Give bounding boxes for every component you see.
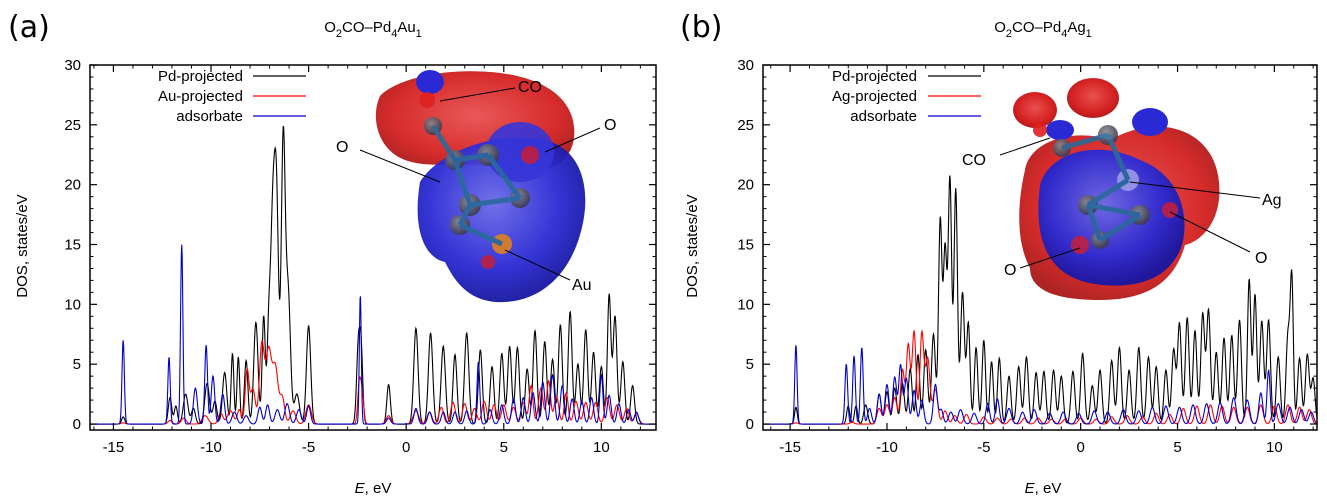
y-tick-label: 20 [737, 177, 754, 194]
panel-label-b: (b) [680, 10, 722, 45]
panel-a: (a) O2CO–Pd4Au1 [8, 10, 657, 497]
legend-label-metal-b: Ag-projected [832, 88, 917, 105]
annot-o-right-b: O [1255, 250, 1267, 267]
annot-o-left-b: O [1004, 262, 1016, 279]
x-axis-label-b: E, eV [1025, 480, 1062, 497]
legend-label-ads-a: adsorbate [176, 108, 243, 125]
legend-a: Pd-projected Au-projected adsorbate [158, 68, 306, 125]
annot-co-a: CO [518, 79, 542, 96]
annot-metal-b: Ag [1262, 192, 1282, 209]
x-tick-label: 10 [593, 439, 610, 456]
plot-area-b: -15 -10 -5 0 5 10 0 5 10 15 20 25 30 [737, 57, 1318, 456]
x-tick-label: 0 [402, 439, 410, 456]
y-axis-label-a: DOS, states/eV [14, 194, 31, 297]
y-tick-label: 5 [746, 356, 754, 373]
plot-area-a: -15 -10 -5 0 5 10 0 5 10 15 20 25 30 [64, 57, 657, 456]
y-tick-label: 20 [64, 177, 81, 194]
panel-b-title: O2CO–Pd4Ag1 [994, 19, 1092, 40]
x-tick-label: -5 [302, 439, 315, 456]
y-tick-label: 10 [737, 296, 754, 313]
y-tick-label: 10 [64, 296, 81, 313]
y-tick-label: 30 [737, 57, 754, 74]
y-axis-label-b: DOS, states/eV [684, 194, 701, 297]
annot-o-right-a: O [604, 117, 616, 134]
x-tick-label: -15 [103, 439, 125, 456]
annot-o-left-a: O [336, 139, 348, 156]
plot-frame-b [762, 64, 1318, 431]
legend-label-pd-b: Pd-projected [832, 68, 917, 85]
legend-label-ads-b: adsorbate [850, 108, 917, 125]
series-line-b-ag-projected [763, 329, 1317, 425]
molecule-inset-b: CO Ag O O [962, 78, 1282, 300]
x-tick-label: 10 [1266, 439, 1283, 456]
legend-b: Pd-projected Ag-projected adsorbate [832, 68, 981, 125]
x-tick-label: 5 [1173, 439, 1181, 456]
panel-b: (b) O2CO–Pd4Ag1 [680, 10, 1318, 497]
y-tick-label: 0 [73, 416, 81, 433]
x-axis-label-a: E, eV [355, 480, 392, 497]
y-tick-label: 25 [64, 117, 81, 134]
x-tick-label: -10 [200, 439, 222, 456]
series-line-a-adsorbate [90, 244, 656, 425]
y-tick-label: 25 [737, 117, 754, 134]
panel-label-a: (a) [8, 10, 50, 45]
y-tick-label: 0 [746, 416, 754, 433]
molecule-inset-a: CO O O Au [336, 70, 616, 303]
legend-label-pd-a: Pd-projected [158, 68, 243, 85]
y-tick-label: 30 [64, 57, 81, 74]
x-tick-label: -10 [876, 439, 898, 456]
y-tick-label: 15 [737, 237, 754, 254]
plot-frame-a [89, 64, 657, 431]
series-line-b-pd-projected [763, 175, 1317, 425]
annot-metal-a: Au [572, 277, 592, 294]
x-tick-label: 5 [500, 439, 508, 456]
x-tick-label: 0 [1077, 439, 1085, 456]
annot-co-b: CO [962, 152, 986, 169]
panel-a-title: O2CO–Pd4Au1 [324, 19, 422, 40]
legend-label-metal-a: Au-projected [158, 88, 243, 105]
y-tick-label: 5 [73, 356, 81, 373]
y-tick-label: 15 [64, 237, 81, 254]
series-line-b-adsorbate [763, 345, 1317, 425]
x-tick-label: -15 [779, 439, 801, 456]
x-tick-label: -5 [977, 439, 990, 456]
